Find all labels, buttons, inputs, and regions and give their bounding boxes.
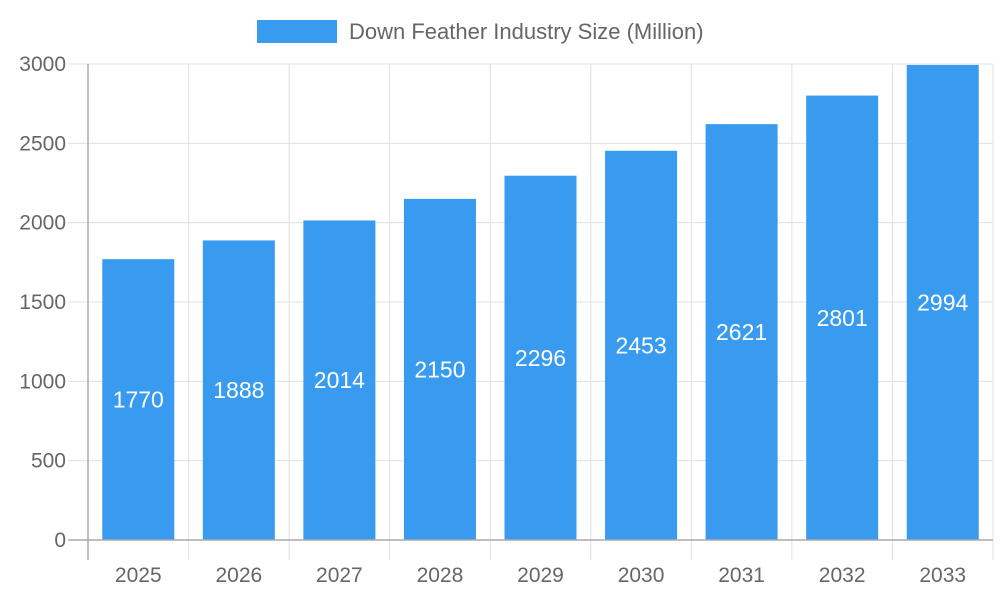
bar — [303, 220, 376, 541]
axes: 0 500 1000 1500 2000 2500 3000 2025 2026 2027 2028… — [19, 53, 993, 587]
y-tick-label: 3000 — [19, 53, 66, 76]
data-label: 2453 — [615, 332, 666, 358]
x-tick-label: 2026 — [215, 564, 262, 587]
x-tick-label: 2030 — [618, 564, 665, 587]
bar — [403, 198, 476, 540]
y-tick-label: 500 — [31, 450, 66, 473]
x-tick-label: 2029 — [517, 564, 564, 587]
data-label: 2994 — [917, 289, 968, 315]
x-tick-label: 2033 — [919, 564, 966, 587]
data-label: 2014 — [314, 367, 365, 393]
bar — [605, 150, 678, 541]
y-tick-label: 2000 — [19, 212, 66, 235]
bar — [806, 95, 879, 540]
legend[interactable]: Down Feather Industry Size (Million) — [257, 19, 704, 44]
x-tick-label: 2025 — [115, 564, 162, 587]
data-label: 2801 — [817, 305, 868, 331]
legend-label: Down Feather Industry Size (Million) — [349, 19, 704, 44]
x-tick-label: 2031 — [718, 564, 765, 587]
bar — [705, 124, 778, 540]
y-tick-label: 1500 — [19, 291, 66, 314]
y-tick-label: 1000 — [19, 370, 66, 393]
data-label: 2150 — [414, 356, 465, 382]
x-tick-label: 2028 — [417, 564, 464, 587]
y-tick-label: 0 — [54, 529, 66, 552]
legend-swatch — [257, 20, 337, 43]
x-tick-label: 2027 — [316, 564, 363, 587]
bar — [906, 64, 979, 541]
bar — [102, 259, 175, 540]
data-label: 2296 — [515, 345, 566, 371]
bar — [202, 240, 275, 541]
data-label: 1888 — [213, 377, 264, 403]
bar — [504, 175, 577, 540]
data-label: 2621 — [716, 319, 767, 345]
bars: 1770 1888 2014 2150 2296 2453 2621 2801 2994 — [102, 64, 979, 541]
y-tick-label: 2500 — [19, 132, 66, 155]
x-tick-label: 2032 — [819, 564, 866, 587]
data-label: 1770 — [113, 387, 164, 413]
